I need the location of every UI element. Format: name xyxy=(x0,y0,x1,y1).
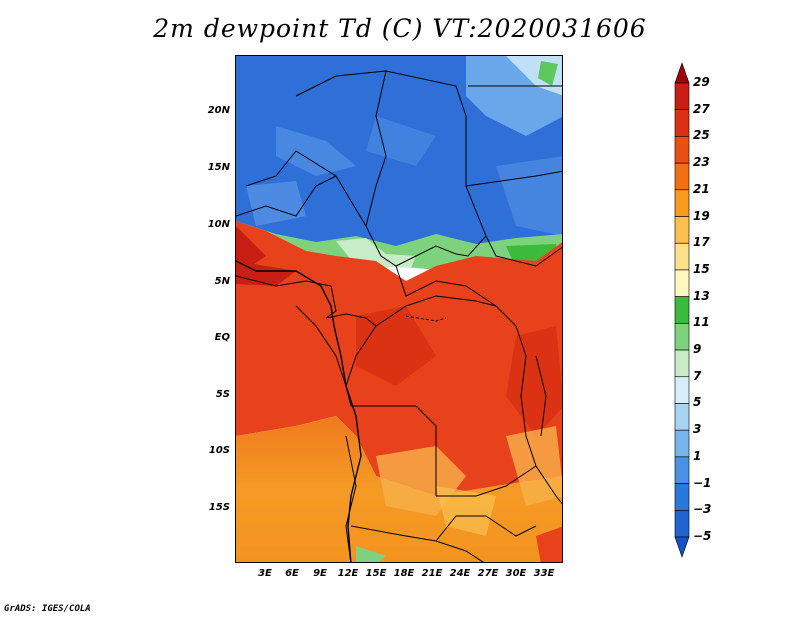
colorbar-label: 11 xyxy=(693,315,710,330)
colorbar-label: 9 xyxy=(693,342,702,357)
colorbar-segment xyxy=(674,456,690,484)
lon-label: 3E xyxy=(258,568,272,579)
lon-label: 30E xyxy=(505,568,527,579)
lat-label: EQ xyxy=(214,332,230,343)
lon-label: 12E xyxy=(337,568,359,579)
dewpoint-field xyxy=(236,56,562,562)
lon-label: 15E xyxy=(365,568,387,579)
colorbar-label: 21 xyxy=(693,181,710,196)
colorbar-label: 27 xyxy=(693,101,710,116)
colorbar-segment xyxy=(674,269,690,297)
colorbar-label: 15 xyxy=(693,261,710,276)
colorbar-segment xyxy=(674,109,690,137)
lat-label: 15N xyxy=(207,162,230,173)
lon-label: 6E xyxy=(285,568,299,579)
lat-label: 20N xyxy=(207,105,230,116)
map-panel xyxy=(235,55,563,563)
colorbar-segment xyxy=(674,82,690,111)
lat-label: 10N xyxy=(207,219,230,230)
colorbar-label: −3 xyxy=(693,502,712,517)
colorbar-segment xyxy=(674,376,690,404)
lon-label: 9E xyxy=(313,568,327,579)
lat-label: 5N xyxy=(214,276,230,287)
map-title: 2m dewpoint Td (C) VT:2020031606 xyxy=(153,14,647,43)
colorbar-segment xyxy=(674,429,690,458)
lon-label: 24E xyxy=(449,568,471,579)
colorbar-label: 5 xyxy=(693,395,702,410)
lon-label: 33E xyxy=(533,568,555,579)
colorbar-label: 1 xyxy=(693,448,702,463)
colorbar-segment xyxy=(674,62,690,84)
colorbar-label: −5 xyxy=(693,529,712,543)
colorbar-label: 23 xyxy=(693,155,710,170)
lat-label: 10S xyxy=(208,445,230,456)
colorbar-segment xyxy=(674,349,690,378)
lon-label: 27E xyxy=(477,568,499,579)
lon-label: 18E xyxy=(393,568,415,579)
lat-label: 15S xyxy=(208,502,230,513)
colorbar-label: 7 xyxy=(693,368,702,383)
colorbar-segment xyxy=(674,242,690,271)
colorbar-segment xyxy=(674,216,690,244)
colorbar-label: 17 xyxy=(693,235,710,250)
colorbar-label: −1 xyxy=(693,475,712,490)
lat-label: 5S xyxy=(215,389,230,400)
grads-credit: GrADS: IGES/COLA xyxy=(4,604,91,614)
colorbar-segment xyxy=(674,162,690,191)
lon-label: 21E xyxy=(421,568,443,579)
colorbar-label: 19 xyxy=(693,208,710,223)
colorbar-segment xyxy=(674,403,690,431)
colorbar-label: 25 xyxy=(693,128,710,143)
colorbar-segment xyxy=(674,136,690,164)
colorbar-segment xyxy=(674,509,690,538)
colorbar-segment xyxy=(674,189,690,217)
colorbar-segment xyxy=(674,323,690,351)
colorbar-label: 3 xyxy=(693,422,702,437)
colorbar-segment xyxy=(674,296,690,324)
colorbar-segment xyxy=(674,483,690,511)
colorbar-label: 13 xyxy=(693,288,710,303)
colorbar-label: 29 xyxy=(693,75,710,89)
colorbar-segment xyxy=(674,536,690,558)
